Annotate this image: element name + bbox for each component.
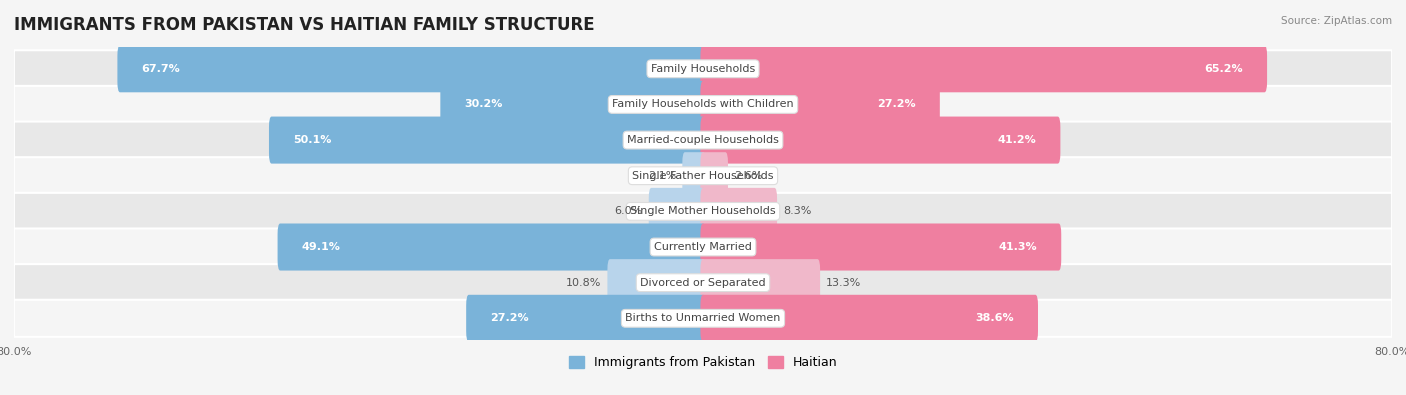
FancyBboxPatch shape [14, 300, 1392, 337]
Text: IMMIGRANTS FROM PAKISTAN VS HAITIAN FAMILY STRUCTURE: IMMIGRANTS FROM PAKISTAN VS HAITIAN FAMI… [14, 16, 595, 34]
Text: 6.0%: 6.0% [614, 206, 643, 216]
FancyBboxPatch shape [14, 86, 1392, 123]
FancyBboxPatch shape [700, 117, 1060, 164]
FancyBboxPatch shape [700, 259, 820, 306]
FancyBboxPatch shape [700, 45, 1267, 92]
Text: 65.2%: 65.2% [1205, 64, 1243, 74]
FancyBboxPatch shape [14, 264, 1392, 301]
Text: 2.6%: 2.6% [734, 171, 762, 181]
Text: 10.8%: 10.8% [567, 278, 602, 288]
Text: 67.7%: 67.7% [142, 64, 180, 74]
Legend: Immigrants from Pakistan, Haitian: Immigrants from Pakistan, Haitian [564, 352, 842, 374]
FancyBboxPatch shape [700, 152, 728, 199]
Text: 2.1%: 2.1% [648, 171, 676, 181]
FancyBboxPatch shape [648, 188, 706, 235]
FancyBboxPatch shape [700, 224, 1062, 271]
FancyBboxPatch shape [14, 228, 1392, 265]
Text: 41.3%: 41.3% [998, 242, 1038, 252]
Text: Family Households with Children: Family Households with Children [612, 100, 794, 109]
Text: Currently Married: Currently Married [654, 242, 752, 252]
Text: Divorced or Separated: Divorced or Separated [640, 278, 766, 288]
FancyBboxPatch shape [440, 81, 706, 128]
FancyBboxPatch shape [682, 152, 706, 199]
FancyBboxPatch shape [700, 188, 778, 235]
FancyBboxPatch shape [700, 295, 1038, 342]
Text: Married-couple Households: Married-couple Households [627, 135, 779, 145]
FancyBboxPatch shape [277, 224, 706, 271]
FancyBboxPatch shape [14, 193, 1392, 230]
FancyBboxPatch shape [117, 45, 706, 92]
Text: 49.1%: 49.1% [302, 242, 340, 252]
Text: 13.3%: 13.3% [827, 278, 862, 288]
Text: 8.3%: 8.3% [783, 206, 811, 216]
Text: Source: ZipAtlas.com: Source: ZipAtlas.com [1281, 16, 1392, 26]
Text: Single Mother Households: Single Mother Households [630, 206, 776, 216]
FancyBboxPatch shape [467, 295, 706, 342]
Text: Births to Unmarried Women: Births to Unmarried Women [626, 313, 780, 324]
Text: 41.2%: 41.2% [997, 135, 1036, 145]
Text: 50.1%: 50.1% [292, 135, 332, 145]
FancyBboxPatch shape [269, 117, 706, 164]
Text: 27.2%: 27.2% [491, 313, 529, 324]
FancyBboxPatch shape [14, 157, 1392, 194]
Text: Single Father Households: Single Father Households [633, 171, 773, 181]
Text: 38.6%: 38.6% [976, 313, 1014, 324]
Text: Family Households: Family Households [651, 64, 755, 74]
FancyBboxPatch shape [14, 50, 1392, 87]
FancyBboxPatch shape [607, 259, 706, 306]
Text: 30.2%: 30.2% [464, 100, 503, 109]
FancyBboxPatch shape [700, 81, 939, 128]
Text: 27.2%: 27.2% [877, 100, 915, 109]
FancyBboxPatch shape [14, 122, 1392, 159]
